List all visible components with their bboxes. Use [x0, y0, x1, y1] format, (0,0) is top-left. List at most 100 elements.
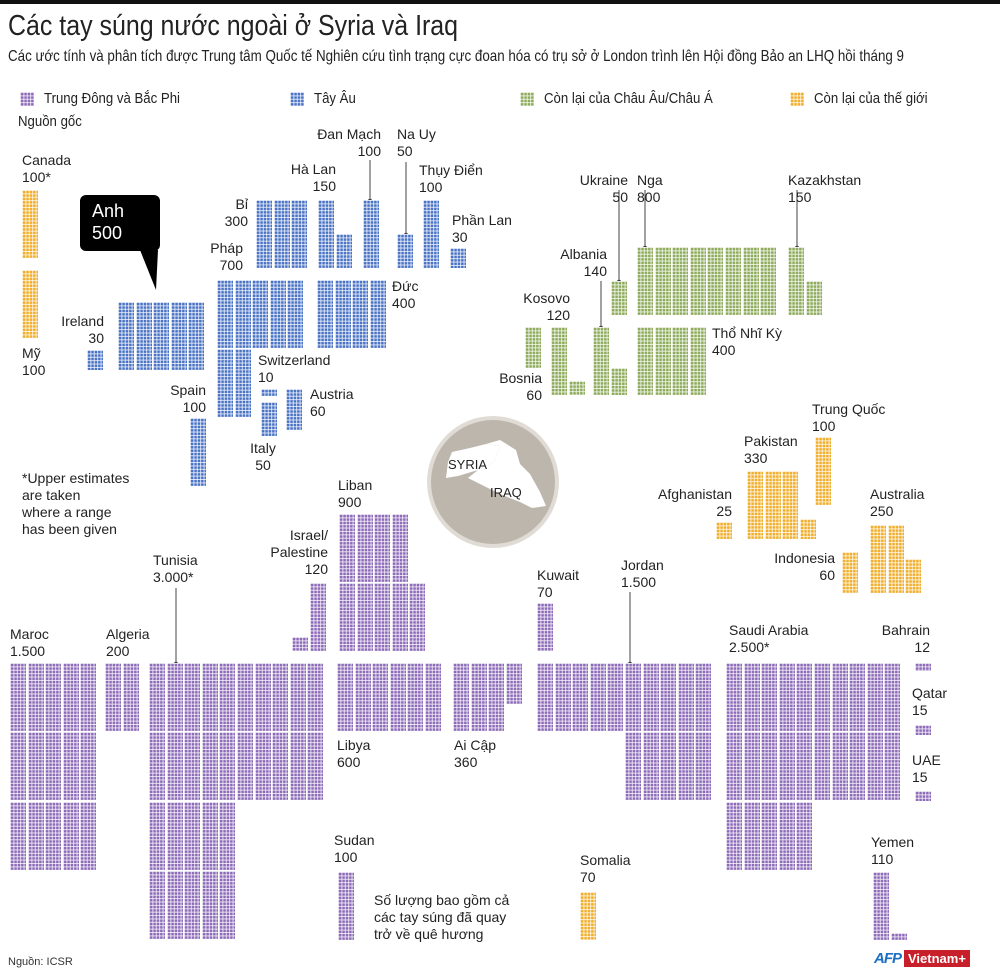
- country-name: Ai Cập: [454, 737, 497, 753]
- fighter-bar-aicap: [453, 663, 469, 731]
- fighter-bar-yemen: [890, 933, 907, 940]
- iraq-label: IRAQ: [490, 485, 522, 500]
- country-name: Pháp: [210, 240, 243, 256]
- fighter-bar-maroc: [45, 732, 62, 801]
- fighter-bar-phap: [269, 280, 286, 348]
- fighter-bar-saudi: [778, 663, 795, 731]
- fighter-bar-tunisia: [149, 871, 165, 940]
- fighter-bar-ukraine: [611, 281, 627, 315]
- country-value: 900: [338, 494, 362, 510]
- country-name: Bỉ: [235, 196, 248, 212]
- fighter-bar-liban: [374, 514, 391, 582]
- fighter-bar-saudi: [866, 663, 883, 731]
- fighter-bar-spain: [190, 418, 206, 486]
- fighter-bar-liban: [374, 583, 391, 652]
- fighter-bar-phap: [217, 349, 233, 418]
- label-thuydien: Thụy Điển 100: [419, 162, 483, 196]
- fighter-bar-tunisia: [272, 663, 289, 731]
- label-switzerland: Switzerland 10: [258, 352, 330, 386]
- fighter-bar-maroc: [62, 663, 79, 731]
- label-my: Mỹ 100: [22, 345, 45, 379]
- fighter-bar-saudi: [831, 732, 848, 801]
- country-value: 100: [334, 849, 358, 865]
- country-value: 360: [454, 754, 478, 770]
- fighter-bar-jordan: [589, 663, 606, 731]
- fighter-bar-switzerland: [261, 389, 277, 396]
- fighter-bar-liban: [409, 583, 426, 652]
- fighter-bar-saudi: [884, 732, 901, 801]
- fighter-bar-pakistan: [799, 518, 816, 539]
- legend-label: Tây Âu: [314, 90, 356, 107]
- fighter-bar-thonhiky: [689, 327, 706, 395]
- fighter-bar-tunisia: [289, 663, 306, 731]
- country-name: Liban: [338, 477, 373, 493]
- country-value: 30: [452, 229, 468, 245]
- country-value: 200: [106, 643, 130, 659]
- country-name: Spain: [170, 382, 206, 398]
- fighter-bar-phap: [234, 349, 251, 418]
- country-value: 150: [312, 178, 336, 194]
- fighter-bar-pakistan: [782, 471, 799, 539]
- fighter-bar-duc: [369, 280, 386, 348]
- fighter-bar-phap: [234, 280, 251, 348]
- fighter-bar-israel: [309, 583, 326, 651]
- label-halan: Hà Lan 150: [291, 161, 336, 195]
- label-trungquoc: Trung Quốc 100: [812, 401, 885, 435]
- label-uae: UAE 15: [912, 752, 941, 786]
- fighter-bar-saudi: [884, 663, 901, 731]
- fighter-bar-israel: [292, 637, 308, 651]
- country-value: 600: [337, 754, 361, 770]
- fighter-bar-albania: [610, 367, 627, 395]
- fighter-bar-maroc: [10, 801, 26, 870]
- fighter-bar-nauy: [397, 234, 413, 268]
- fighter-bar-liban: [339, 583, 355, 652]
- label-tunisia: Tunisia 3.000*: [153, 552, 198, 586]
- country-name: Algeria: [106, 626, 150, 642]
- label-yemen: Yemen 110: [871, 834, 914, 868]
- fighter-bar-qatar: [915, 725, 931, 736]
- legend-swatch: [520, 91, 534, 106]
- note-returned-fighters: Số lượng bao gồm cả các tay súng đã quay…: [374, 892, 510, 942]
- fighter-bar-liban: [391, 583, 408, 652]
- fighter-bar-ireland: [87, 349, 103, 370]
- country-name: Nga: [637, 172, 663, 188]
- country-value: 250: [870, 503, 894, 519]
- fighter-bar-bi: [291, 200, 308, 268]
- fighter-bar-nga: [760, 247, 777, 315]
- label-thonhiky: Thổ Nhĩ Kỳ 400: [712, 325, 782, 359]
- country-value: 3.000*: [153, 569, 194, 585]
- country-name: Qatar: [912, 685, 948, 701]
- legend-item-west: Tây Âu: [290, 90, 362, 107]
- fighter-bar-saudi: [743, 663, 760, 731]
- fighter-bar-jordan: [572, 663, 589, 731]
- fighter-bar-phap: [252, 280, 269, 348]
- iraq-shape: [468, 440, 546, 508]
- label-bosnia: Bosnia 60: [499, 370, 542, 404]
- label-ireland: Ireland 30: [61, 313, 104, 347]
- country-value: 60: [310, 403, 326, 419]
- fighter-bar-maroc: [45, 801, 62, 870]
- fighter-bar-libya: [337, 663, 353, 731]
- fighter-bar-saudi: [849, 732, 866, 801]
- fighter-bar-maroc: [10, 732, 26, 801]
- fighter-bar-sudan: [338, 872, 354, 940]
- fighter-bar-tunisia: [149, 732, 165, 801]
- fighter-bar-libya: [354, 663, 371, 731]
- fighter-bar-maroc: [80, 801, 97, 870]
- country-name: Afghanistan: [658, 486, 732, 502]
- fighter-bar-nga: [637, 247, 653, 315]
- country-name: Switzerland: [258, 352, 331, 368]
- fighter-bar-tunisia: [184, 801, 201, 870]
- fighter-bar-tunisia: [166, 663, 183, 731]
- fighter-bar-saudi: [761, 663, 778, 731]
- fighter-bar-jordan: [607, 663, 624, 731]
- fighter-bar-nga: [707, 247, 724, 315]
- country-name: Thụy Điển: [419, 162, 483, 178]
- fighter-bar-somalia: [580, 892, 596, 940]
- fighter-bar-algeria: [122, 663, 139, 731]
- label-ukraine: Ukraine 50: [580, 172, 628, 206]
- country-name: Trung Quốc: [812, 401, 886, 417]
- label-bi: Bỉ 300: [225, 196, 248, 230]
- fighter-bar-aicap: [470, 663, 487, 731]
- fighter-bar-saudi: [778, 801, 795, 870]
